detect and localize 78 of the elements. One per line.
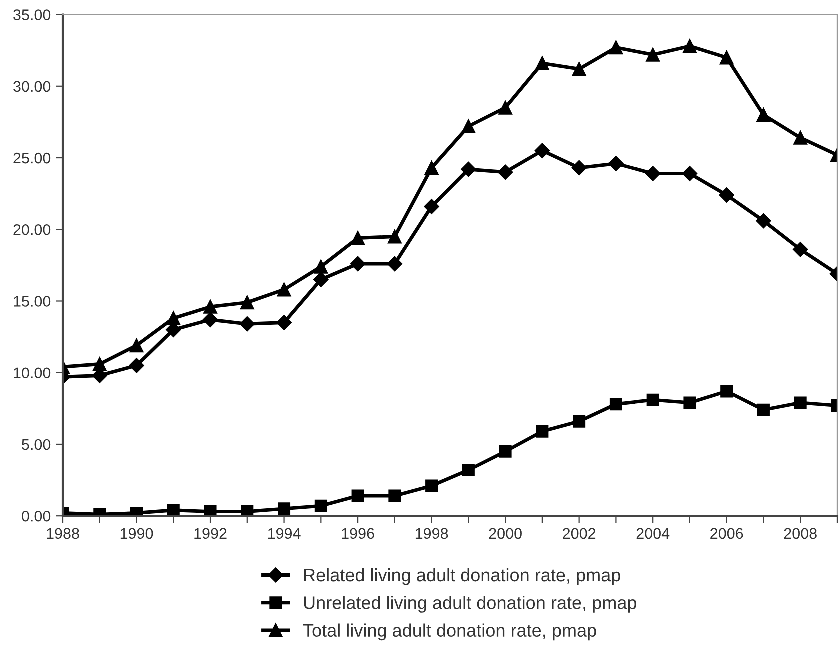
point <box>610 398 622 411</box>
x-tick-label: 1992 <box>194 528 227 540</box>
point <box>572 62 586 76</box>
x-tick-label: 1994 <box>268 528 301 540</box>
point <box>240 316 255 332</box>
point <box>351 231 365 246</box>
legend-label: Related living adult donation rate, pmap <box>304 568 620 586</box>
point <box>498 164 514 180</box>
point <box>756 108 771 122</box>
point <box>314 272 329 288</box>
y-tick-label: 25.00 <box>14 152 51 164</box>
point <box>314 260 328 274</box>
point <box>608 156 624 172</box>
point <box>794 396 807 410</box>
y-tick-label: 5.00 <box>22 439 51 450</box>
x-tick-label: 2000 <box>489 528 522 540</box>
point <box>424 161 439 175</box>
point <box>166 311 181 326</box>
point <box>426 480 438 492</box>
point <box>314 500 328 512</box>
x-tick-label: 1990 <box>120 528 154 540</box>
point <box>240 296 254 310</box>
y-tick-label: 0.00 <box>22 510 51 522</box>
point <box>204 300 218 314</box>
point <box>462 464 475 477</box>
point <box>388 230 402 244</box>
point <box>388 490 402 502</box>
point <box>204 506 217 516</box>
y-tick-label: 20.00 <box>14 224 51 236</box>
x-tick-label: 2008 <box>784 528 817 540</box>
point <box>683 39 697 54</box>
point <box>720 385 734 398</box>
point <box>350 256 366 272</box>
point <box>461 162 476 178</box>
point <box>573 415 586 428</box>
point <box>756 213 772 229</box>
point <box>498 100 513 115</box>
x-tick-label: 2006 <box>710 528 744 540</box>
point <box>424 199 440 214</box>
x-tick-label: 1998 <box>416 528 448 540</box>
point <box>130 338 144 353</box>
point <box>646 166 661 182</box>
y-tick-label: 10.00 <box>14 368 51 379</box>
legend-label: Unrelated living adult donation rate, pmap <box>304 596 636 613</box>
point <box>719 188 734 203</box>
x-tick-label: 1988 <box>47 528 80 540</box>
point <box>92 357 107 372</box>
x-tick-label: 2002 <box>563 528 596 540</box>
point <box>646 48 660 62</box>
point <box>793 242 808 258</box>
x-tick-label: 2004 <box>636 528 670 540</box>
point <box>499 445 512 458</box>
point <box>534 143 550 158</box>
point <box>387 256 402 272</box>
y-tick-label: 15.00 <box>14 296 51 307</box>
point <box>278 502 291 516</box>
point <box>684 396 696 410</box>
point <box>682 166 698 182</box>
point <box>462 120 476 134</box>
legend-label: Total living adult donation rate, pmap <box>303 624 596 641</box>
point <box>535 56 550 70</box>
y-tick-label: 35.00 <box>14 10 51 20</box>
point <box>352 490 364 502</box>
point <box>167 504 180 516</box>
point <box>241 506 254 516</box>
point <box>129 358 144 374</box>
point <box>757 404 770 416</box>
point <box>202 312 218 328</box>
point <box>536 425 549 438</box>
point <box>720 50 734 65</box>
y-tick-label: 30.00 <box>14 81 51 92</box>
point <box>646 394 660 406</box>
point <box>277 282 292 297</box>
x-tick-label: 1996 <box>342 528 374 540</box>
point <box>276 315 292 330</box>
point <box>609 40 624 55</box>
point <box>794 131 808 145</box>
point <box>572 160 587 176</box>
